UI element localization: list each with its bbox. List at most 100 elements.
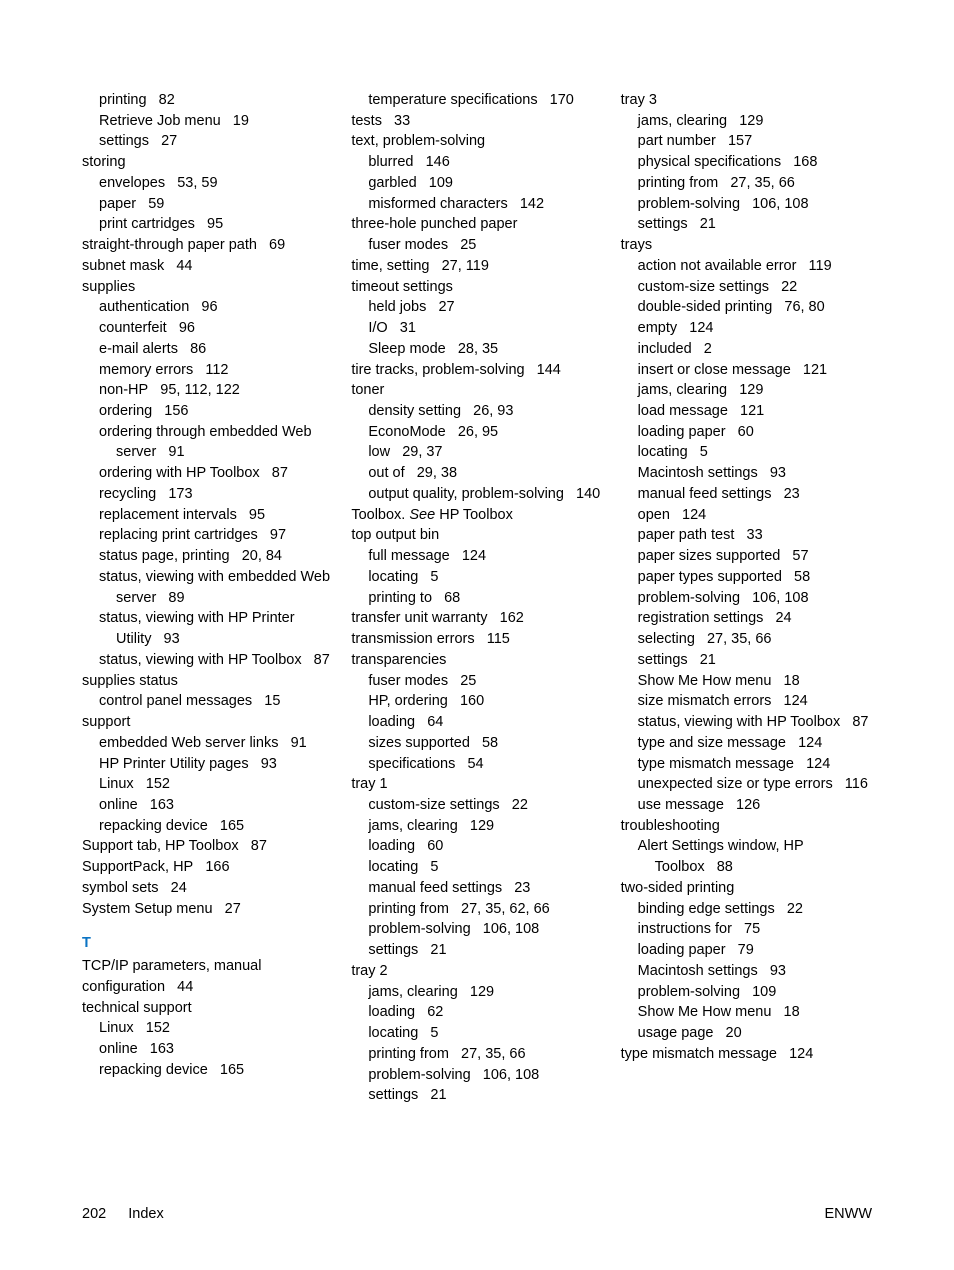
index-entry: TCP/IP parameters, manual configuration … — [82, 956, 333, 997]
index-term: online — [99, 1041, 138, 1057]
index-pages: 57 — [792, 548, 808, 564]
index-entry: support — [82, 712, 333, 733]
index-term: size mismatch errors — [638, 693, 772, 709]
index-term: Macintosh settings — [638, 963, 758, 979]
index-pages: 121 — [740, 403, 764, 419]
index-term: usage page — [638, 1025, 714, 1041]
index-entry: HP Printer Utility pages 93 — [82, 754, 333, 775]
index-term: printing from — [368, 901, 449, 917]
index-term: custom-size settings — [368, 797, 499, 813]
index-pages: 76, 80 — [784, 299, 824, 315]
index-term: storing — [82, 154, 126, 170]
index-pages: 163 — [150, 1041, 174, 1057]
index-term: manual feed settings — [368, 880, 502, 896]
index-entry: top output bin — [351, 525, 602, 546]
index-term: printing — [99, 92, 147, 108]
index-entry: action not available error 119 — [621, 256, 872, 277]
index-pages: 22 — [787, 901, 803, 917]
index-pages: 124 — [798, 735, 822, 751]
index-entry: output quality, problem-solving 140 — [351, 484, 602, 505]
index-pages: 144 — [537, 362, 561, 378]
index-term: tire tracks, problem-solving — [351, 362, 524, 378]
index-pages: 54 — [467, 756, 483, 772]
index-entry: ordering 156 — [82, 401, 333, 422]
index-pages: 87 — [251, 838, 267, 854]
index-pages: 15 — [264, 693, 280, 709]
index-term: problem-solving — [638, 196, 740, 212]
index-columns: printing 82Retrieve Job menu 19settings … — [82, 90, 872, 1106]
index-term: fuser modes — [368, 673, 448, 689]
index-entry: counterfeit 96 — [82, 318, 333, 339]
index-pages: 170 — [550, 92, 574, 108]
index-entry: locating 5 — [351, 1023, 602, 1044]
index-entry: storing — [82, 152, 333, 173]
index-entry: problem-solving 106, 108 — [621, 194, 872, 215]
index-entry: jams, clearing 129 — [621, 111, 872, 132]
index-entry: load message 121 — [621, 401, 872, 422]
index-term: status, viewing with HP Toolbox — [99, 652, 302, 668]
index-pages: 165 — [220, 1062, 244, 1078]
index-term: settings — [99, 133, 149, 149]
index-entry: use message 126 — [621, 795, 872, 816]
index-pages: 5 — [430, 859, 438, 875]
index-entry: System Setup menu 27 — [82, 899, 333, 920]
index-entry: fuser modes 25 — [351, 671, 602, 692]
index-entry: e-mail alerts 86 — [82, 339, 333, 360]
index-term: garbled — [368, 175, 416, 191]
index-term: non-HP — [99, 382, 148, 398]
index-pages: 18 — [784, 673, 800, 689]
index-entry: straight-through paper path 69 — [82, 235, 333, 256]
index-entry: timeout settings — [351, 277, 602, 298]
index-term: replacement intervals — [99, 507, 237, 523]
index-term: toner — [351, 382, 384, 398]
index-term: status, viewing with embedded Web server — [99, 569, 330, 606]
index-pages: 21 — [700, 652, 716, 668]
index-entry: three-hole punched paper — [351, 214, 602, 235]
index-pages: 129 — [470, 818, 494, 834]
index-entry: double-sided printing 76, 80 — [621, 297, 872, 318]
index-pages: 95, 112, 122 — [160, 382, 240, 398]
index-term: status, viewing with HP Toolbox — [638, 714, 841, 730]
index-entry: manual feed settings 23 — [351, 878, 602, 899]
index-pages: 26, 95 — [458, 424, 498, 440]
index-pages: 162 — [500, 610, 524, 626]
index-term: repacking device — [99, 818, 208, 834]
index-entry: loading 60 — [351, 836, 602, 857]
index-term: locating — [638, 444, 688, 460]
index-term: action not available error — [638, 258, 797, 274]
index-entry: printing from 27, 35, 66 — [621, 173, 872, 194]
index-term: output quality, problem-solving — [368, 486, 564, 502]
index-term: technical support — [82, 1000, 192, 1016]
index-term: fuser modes — [368, 237, 448, 253]
index-pages: 27 — [225, 901, 241, 917]
index-pages: 109 — [429, 175, 453, 191]
index-pages: 5 — [430, 569, 438, 585]
index-entry: paper types supported 58 — [621, 567, 872, 588]
index-entry: misformed characters 142 — [351, 194, 602, 215]
index-term: problem-solving — [638, 590, 740, 606]
index-term: open — [638, 507, 670, 523]
index-term: insert or close message — [638, 362, 791, 378]
index-entry: control panel messages 15 — [82, 691, 333, 712]
index-term: problem-solving — [368, 921, 470, 937]
index-entry: custom-size settings 22 — [621, 277, 872, 298]
index-term: type mismatch message — [621, 1046, 777, 1062]
index-pages: 119 — [809, 258, 832, 274]
index-pages: 33 — [394, 113, 410, 129]
index-term: out of — [368, 465, 404, 481]
index-pages: 87 — [272, 465, 288, 481]
index-term: two-sided printing — [621, 880, 735, 896]
index-entry: jams, clearing 129 — [351, 816, 602, 837]
index-term: settings — [368, 942, 418, 958]
index-entry: paper path test 33 — [621, 525, 872, 546]
index-pages: 60 — [738, 424, 754, 440]
index-entry: ordering with HP Toolbox 87 — [82, 463, 333, 484]
index-entry: tire tracks, problem-solving 144 — [351, 360, 602, 381]
index-pages: 19 — [233, 113, 249, 129]
index-term: TCP/IP parameters, manual configuration — [82, 958, 261, 995]
index-entry: Toolbox. See HP Toolbox — [351, 505, 602, 526]
index-term: temperature specifications — [368, 92, 537, 108]
index-pages: 95 — [207, 216, 223, 232]
index-entry: status, viewing with HP Toolbox 87 — [82, 650, 333, 671]
index-entry: Show Me How menu 18 — [621, 1002, 872, 1023]
